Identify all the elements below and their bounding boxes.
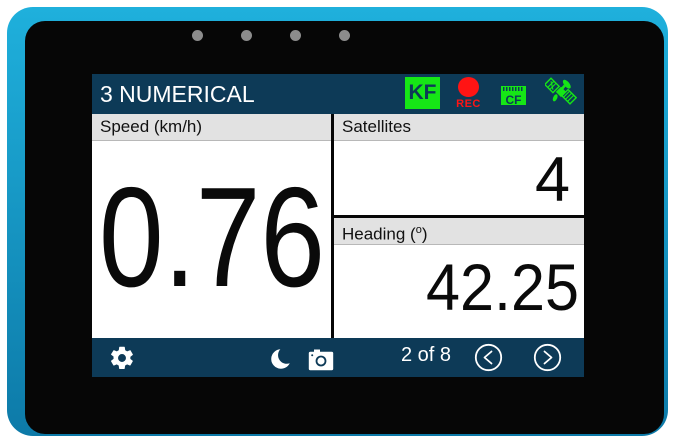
svg-text:42.25: 42.25 bbox=[426, 250, 579, 324]
svg-text:0.76: 0.76 bbox=[99, 158, 325, 317]
svg-text:4: 4 bbox=[535, 145, 570, 215]
